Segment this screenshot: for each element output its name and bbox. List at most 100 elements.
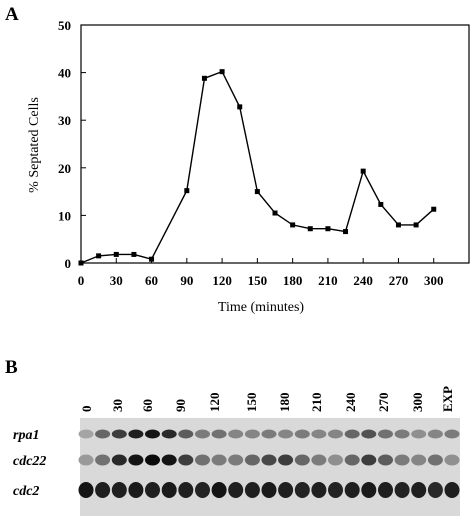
septation-chart: 0 10 20 30 40 50 0 30 60 90 120 150 180 210 240 270 300… xyxy=(27,18,470,315)
x-tick-label: 60 xyxy=(145,273,158,288)
blot-band xyxy=(128,429,144,439)
blot-band xyxy=(427,429,443,439)
data-point xyxy=(343,229,349,235)
blot-band xyxy=(95,454,111,466)
series-septated xyxy=(78,69,437,266)
data-point xyxy=(237,104,243,110)
data-point xyxy=(395,222,401,228)
data-point xyxy=(290,222,296,228)
data-point xyxy=(325,226,331,232)
lane-label: 180 xyxy=(277,393,292,413)
data-point xyxy=(113,251,119,257)
data-point xyxy=(254,189,260,195)
blot-band xyxy=(78,429,94,439)
blot-band xyxy=(444,454,460,466)
blot-band xyxy=(328,429,343,439)
data-point xyxy=(378,201,384,207)
lane-label: 150 xyxy=(244,393,259,413)
blot-band xyxy=(328,454,343,466)
blot-band xyxy=(195,482,210,498)
blot-band xyxy=(311,454,327,466)
panel-a-label: A xyxy=(5,4,19,25)
blot-band xyxy=(411,454,427,466)
plot-frame xyxy=(80,24,470,264)
y-tick-label: 40 xyxy=(58,66,71,81)
x-axis-ticks: 0 30 60 90 120 150 180 210 240 270 300 xyxy=(78,258,444,288)
gene-label: rpa1 xyxy=(13,428,39,443)
blot-band xyxy=(361,429,377,439)
blot-band xyxy=(394,429,410,439)
blot-band xyxy=(411,482,427,498)
blot-band xyxy=(394,482,410,498)
lane-label: 120 xyxy=(207,393,222,413)
lane-labels: 0 30 60 90 120 150 180 210 240 270 300 EXP xyxy=(79,386,455,412)
blot-band xyxy=(278,454,294,466)
x-tick-label: 120 xyxy=(212,273,232,288)
blot-band xyxy=(78,454,94,466)
blot-band xyxy=(228,482,244,498)
y-tick-label: 0 xyxy=(65,256,72,271)
x-tick-label: 270 xyxy=(389,273,409,288)
x-tick-label: 210 xyxy=(318,273,338,288)
data-point xyxy=(201,75,207,81)
data-point xyxy=(360,168,366,174)
blot-band xyxy=(444,482,460,498)
lane-label: 210 xyxy=(309,393,324,413)
blot-band xyxy=(211,454,227,466)
blot-band xyxy=(145,429,160,439)
blot-band xyxy=(411,429,427,439)
blot-band xyxy=(294,482,310,498)
blot-band xyxy=(111,429,127,439)
blot-band xyxy=(228,454,244,466)
blot-band xyxy=(394,454,410,466)
blot-band xyxy=(195,454,210,466)
y-axis-title: % Septated Cells xyxy=(27,97,42,193)
blot-band xyxy=(128,454,144,466)
blot-band xyxy=(244,429,260,439)
data-point xyxy=(149,256,155,262)
blot-band xyxy=(311,482,327,498)
blot-band xyxy=(278,482,294,498)
y-tick-label: 20 xyxy=(58,161,71,176)
blot-band xyxy=(311,429,327,439)
blot-band xyxy=(145,454,160,466)
x-axis-title: Time (minutes) xyxy=(218,300,305,315)
data-point xyxy=(413,222,419,228)
blot-band xyxy=(161,429,177,439)
x-tick-label: 30 xyxy=(110,273,123,288)
blot-band xyxy=(145,482,160,498)
data-point xyxy=(131,251,137,257)
blot-band xyxy=(294,429,310,439)
x-tick-label: 90 xyxy=(180,273,193,288)
blot-band xyxy=(244,482,260,498)
lane-label: 300 xyxy=(410,393,425,413)
x-tick-label: 0 xyxy=(78,273,85,288)
x-tick-label: 180 xyxy=(283,273,303,288)
blot-band xyxy=(161,482,177,498)
blot-band xyxy=(244,454,260,466)
blot-band xyxy=(128,482,144,498)
blot-band xyxy=(178,429,194,439)
x-tick-label: 240 xyxy=(353,273,373,288)
lane-label: 90 xyxy=(173,399,188,412)
blot-band xyxy=(278,429,294,439)
gene-label: cdc2 xyxy=(13,484,39,499)
blot-band xyxy=(178,454,194,466)
lane-label: 30 xyxy=(110,399,125,412)
blot-band xyxy=(211,482,227,498)
blot-band xyxy=(328,482,343,498)
data-point xyxy=(431,206,437,212)
lane-label: 270 xyxy=(376,393,391,413)
blot-band xyxy=(211,429,227,439)
y-axis-ticks: 0 10 20 30 40 50 xyxy=(58,18,86,271)
data-point xyxy=(184,188,190,194)
blot-band xyxy=(95,429,111,439)
gene-labels: rpa1 cdc22 cdc2 xyxy=(13,428,46,499)
y-tick-label: 10 xyxy=(58,208,71,223)
blot-band xyxy=(261,454,277,466)
x-tick-label: 150 xyxy=(248,273,268,288)
blot-band xyxy=(261,482,277,498)
blot-band xyxy=(361,454,377,466)
x-tick-label: 300 xyxy=(424,273,444,288)
